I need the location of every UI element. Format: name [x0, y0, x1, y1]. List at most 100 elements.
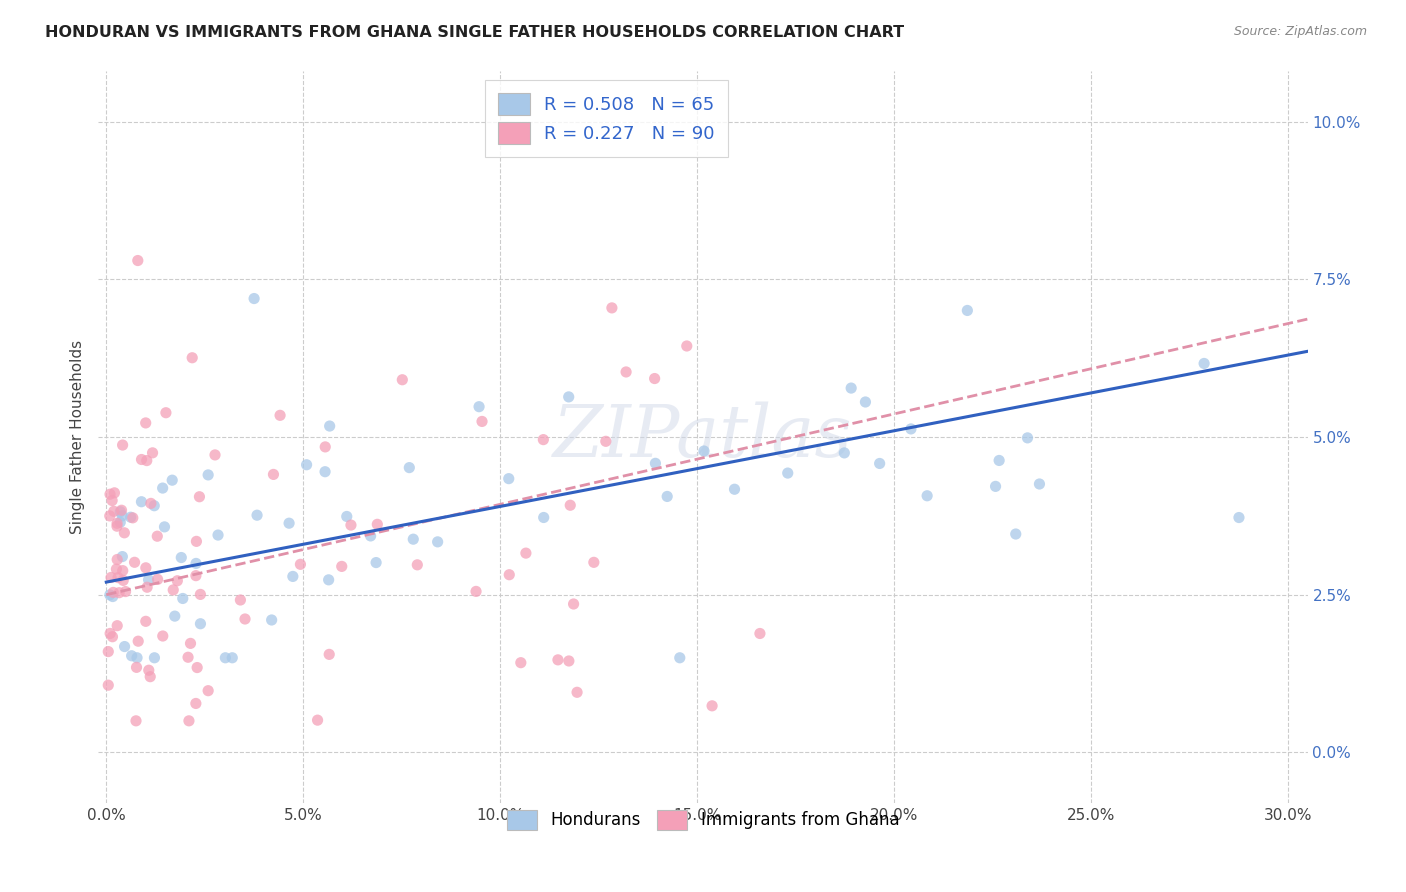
Point: [557, 390, 579, 404]
Point: [105, 519, 128, 533]
Point: [172, 591, 194, 606]
Point: [105, 552, 128, 566]
Point: [360, 529, 382, 543]
Point: [834, 446, 856, 460]
Point: [184, 557, 207, 571]
Point: [98, 508, 121, 523]
Point: [170, 550, 193, 565]
Point: [214, 650, 236, 665]
Point: [105, 562, 128, 576]
Point: [181, 351, 204, 365]
Point: [131, 452, 153, 467]
Point: [153, 520, 176, 534]
Point: [318, 573, 340, 587]
Point: [101, 590, 124, 604]
Point: [406, 558, 429, 572]
Point: [184, 568, 207, 582]
Point: [184, 697, 207, 711]
Point: [105, 516, 128, 531]
Point: [124, 555, 146, 569]
Point: [114, 640, 136, 654]
Point: [111, 438, 134, 452]
Text: Source: ZipAtlas.com: Source: ZipAtlas.com: [1233, 25, 1367, 38]
Point: [136, 580, 159, 594]
Point: [103, 504, 125, 518]
Point: [644, 371, 666, 385]
Point: [657, 490, 679, 504]
Point: [260, 613, 283, 627]
Point: [269, 409, 291, 423]
Point: [515, 546, 537, 560]
Point: [426, 534, 449, 549]
Point: [204, 448, 226, 462]
Point: [141, 446, 163, 460]
Point: [402, 532, 425, 546]
Point: [103, 486, 125, 500]
Point: [366, 556, 388, 570]
Point: [179, 636, 201, 650]
Point: [186, 534, 208, 549]
Point: [127, 634, 149, 648]
Point: [107, 571, 129, 585]
Point: [111, 564, 134, 578]
Point: [105, 618, 128, 632]
Point: [125, 650, 148, 665]
Point: [101, 493, 124, 508]
Point: [162, 582, 184, 597]
Point: [314, 465, 336, 479]
Point: [146, 573, 169, 587]
Point: [190, 616, 212, 631]
Point: [307, 713, 329, 727]
Point: [207, 528, 229, 542]
Point: [139, 496, 162, 510]
Point: [700, 698, 723, 713]
Text: ZIPatlas: ZIPatlas: [553, 401, 853, 473]
Point: [221, 650, 243, 665]
Point: [177, 650, 200, 665]
Point: [103, 585, 125, 599]
Point: [139, 670, 162, 684]
Point: [1004, 527, 1026, 541]
Point: [262, 467, 284, 482]
Point: [600, 301, 623, 315]
Point: [114, 584, 136, 599]
Point: [468, 400, 491, 414]
Point: [290, 558, 312, 572]
Point: [956, 303, 979, 318]
Point: [143, 650, 166, 665]
Point: [97, 644, 120, 658]
Point: [465, 584, 488, 599]
Point: [295, 458, 318, 472]
Point: [160, 473, 183, 487]
Point: [111, 508, 134, 523]
Point: [281, 569, 304, 583]
Point: [398, 460, 420, 475]
Legend: Hondurans, Immigrants from Ghana: Hondurans, Immigrants from Ghana: [499, 801, 907, 838]
Point: [531, 433, 554, 447]
Point: [112, 525, 135, 540]
Point: [111, 549, 134, 564]
Point: [900, 422, 922, 436]
Point: [190, 587, 212, 601]
Point: [138, 663, 160, 677]
Point: [644, 456, 666, 470]
Point: [138, 573, 160, 587]
Point: [675, 339, 697, 353]
Point: [776, 466, 799, 480]
Point: [471, 414, 494, 428]
Point: [562, 597, 585, 611]
Point: [188, 490, 211, 504]
Point: [693, 444, 716, 458]
Point: [152, 481, 174, 495]
Point: [318, 419, 340, 434]
Point: [186, 660, 208, 674]
Point: [100, 570, 122, 584]
Point: [366, 517, 388, 532]
Point: [121, 511, 143, 525]
Point: [391, 373, 413, 387]
Point: [135, 615, 157, 629]
Point: [839, 381, 862, 395]
Point: [166, 574, 188, 588]
Point: [143, 499, 166, 513]
Point: [101, 630, 124, 644]
